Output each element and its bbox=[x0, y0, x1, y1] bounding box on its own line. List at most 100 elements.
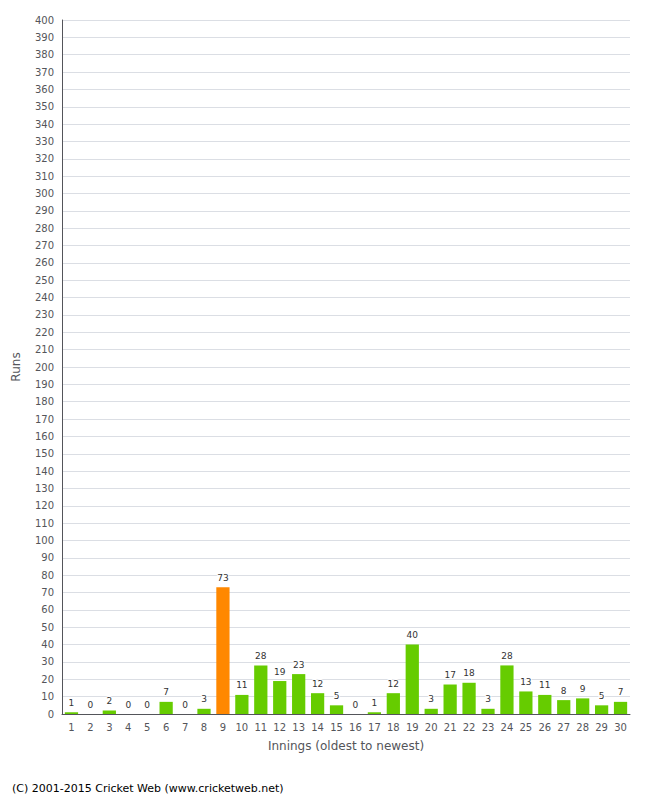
svg-text:3: 3 bbox=[428, 694, 434, 704]
svg-text:13: 13 bbox=[292, 722, 305, 733]
svg-text:10: 10 bbox=[235, 722, 248, 733]
svg-text:3: 3 bbox=[106, 722, 112, 733]
svg-text:1: 1 bbox=[68, 722, 74, 733]
svg-text:21: 21 bbox=[444, 722, 457, 733]
svg-text:290: 290 bbox=[35, 205, 54, 216]
svg-text:22: 22 bbox=[463, 722, 476, 733]
svg-text:7: 7 bbox=[618, 687, 624, 697]
svg-text:8: 8 bbox=[201, 722, 207, 733]
svg-text:170: 170 bbox=[35, 414, 54, 425]
svg-text:310: 310 bbox=[35, 171, 54, 182]
svg-text:28: 28 bbox=[576, 722, 589, 733]
svg-text:Runs: Runs bbox=[9, 352, 23, 381]
svg-text:16: 16 bbox=[349, 722, 362, 733]
svg-text:120: 120 bbox=[35, 500, 54, 511]
svg-text:1: 1 bbox=[69, 698, 75, 708]
svg-text:12: 12 bbox=[388, 679, 399, 689]
svg-text:1: 1 bbox=[372, 698, 378, 708]
svg-text:80: 80 bbox=[41, 570, 54, 581]
svg-text:27: 27 bbox=[557, 722, 570, 733]
svg-text:100: 100 bbox=[35, 535, 54, 546]
svg-text:160: 160 bbox=[35, 431, 54, 442]
svg-text:28: 28 bbox=[255, 651, 267, 661]
svg-text:7: 7 bbox=[182, 722, 188, 733]
svg-text:250: 250 bbox=[35, 275, 54, 286]
svg-text:0: 0 bbox=[144, 700, 150, 710]
svg-text:180: 180 bbox=[35, 396, 54, 407]
svg-text:3: 3 bbox=[485, 694, 491, 704]
svg-text:3: 3 bbox=[201, 694, 207, 704]
svg-text:11: 11 bbox=[236, 680, 247, 690]
svg-text:340: 340 bbox=[35, 119, 54, 130]
svg-text:19: 19 bbox=[406, 722, 419, 733]
svg-text:2: 2 bbox=[87, 722, 93, 733]
svg-text:17: 17 bbox=[368, 722, 381, 733]
svg-text:330: 330 bbox=[35, 136, 54, 147]
svg-text:5: 5 bbox=[599, 691, 605, 701]
svg-text:11: 11 bbox=[539, 680, 550, 690]
svg-text:23: 23 bbox=[482, 722, 495, 733]
svg-text:220: 220 bbox=[35, 327, 54, 338]
svg-text:230: 230 bbox=[35, 309, 54, 320]
svg-text:380: 380 bbox=[35, 49, 54, 60]
svg-text:24: 24 bbox=[501, 722, 514, 733]
svg-text:110: 110 bbox=[35, 518, 54, 529]
svg-text:40: 40 bbox=[41, 639, 54, 650]
svg-text:30: 30 bbox=[614, 722, 627, 733]
svg-text:90: 90 bbox=[41, 552, 54, 563]
svg-text:13: 13 bbox=[520, 677, 531, 687]
svg-text:19: 19 bbox=[274, 667, 286, 677]
svg-text:40: 40 bbox=[407, 630, 419, 640]
svg-text:0: 0 bbox=[182, 700, 188, 710]
svg-text:350: 350 bbox=[35, 101, 54, 112]
svg-text:8: 8 bbox=[561, 686, 567, 696]
svg-text:15: 15 bbox=[330, 722, 343, 733]
svg-text:70: 70 bbox=[41, 587, 54, 598]
svg-text:270: 270 bbox=[35, 240, 54, 251]
svg-text:29: 29 bbox=[595, 722, 608, 733]
svg-text:240: 240 bbox=[35, 292, 54, 303]
svg-text:5: 5 bbox=[144, 722, 150, 733]
svg-text:130: 130 bbox=[35, 483, 54, 494]
svg-text:360: 360 bbox=[35, 84, 54, 95]
svg-text:12: 12 bbox=[273, 722, 286, 733]
svg-text:190: 190 bbox=[35, 379, 54, 390]
svg-text:0: 0 bbox=[125, 700, 131, 710]
svg-text:18: 18 bbox=[387, 722, 400, 733]
svg-text:150: 150 bbox=[35, 448, 54, 459]
svg-text:2: 2 bbox=[106, 696, 112, 706]
svg-text:17: 17 bbox=[444, 670, 455, 680]
svg-text:9: 9 bbox=[220, 722, 226, 733]
svg-text:14: 14 bbox=[311, 722, 324, 733]
svg-text:300: 300 bbox=[35, 188, 54, 199]
svg-text:0: 0 bbox=[88, 700, 94, 710]
svg-text:(C) 2001-2015 Cricket Web (www: (C) 2001-2015 Cricket Web (www.cricketwe… bbox=[12, 782, 284, 795]
svg-text:23: 23 bbox=[293, 660, 304, 670]
svg-text:11: 11 bbox=[254, 722, 267, 733]
svg-text:30: 30 bbox=[41, 656, 54, 667]
svg-text:370: 370 bbox=[35, 67, 54, 78]
svg-text:260: 260 bbox=[35, 257, 54, 268]
svg-text:280: 280 bbox=[35, 223, 54, 234]
svg-text:Innings (oldest to newest): Innings (oldest to newest) bbox=[268, 739, 424, 753]
svg-text:20: 20 bbox=[41, 674, 54, 685]
svg-text:28: 28 bbox=[501, 651, 513, 661]
svg-text:400: 400 bbox=[35, 15, 54, 26]
svg-text:12: 12 bbox=[312, 679, 323, 689]
svg-text:25: 25 bbox=[519, 722, 532, 733]
svg-text:140: 140 bbox=[35, 466, 54, 477]
svg-text:0: 0 bbox=[353, 700, 359, 710]
svg-text:320: 320 bbox=[35, 153, 54, 164]
svg-text:0: 0 bbox=[48, 709, 54, 720]
svg-text:6: 6 bbox=[163, 722, 169, 733]
svg-text:200: 200 bbox=[35, 362, 54, 373]
svg-text:60: 60 bbox=[41, 604, 54, 615]
svg-text:26: 26 bbox=[538, 722, 551, 733]
svg-text:7: 7 bbox=[163, 687, 169, 697]
svg-text:9: 9 bbox=[580, 684, 586, 694]
svg-text:50: 50 bbox=[41, 622, 54, 633]
svg-text:10: 10 bbox=[41, 691, 54, 702]
svg-text:20: 20 bbox=[425, 722, 438, 733]
svg-text:73: 73 bbox=[217, 573, 228, 583]
svg-text:390: 390 bbox=[35, 32, 54, 43]
